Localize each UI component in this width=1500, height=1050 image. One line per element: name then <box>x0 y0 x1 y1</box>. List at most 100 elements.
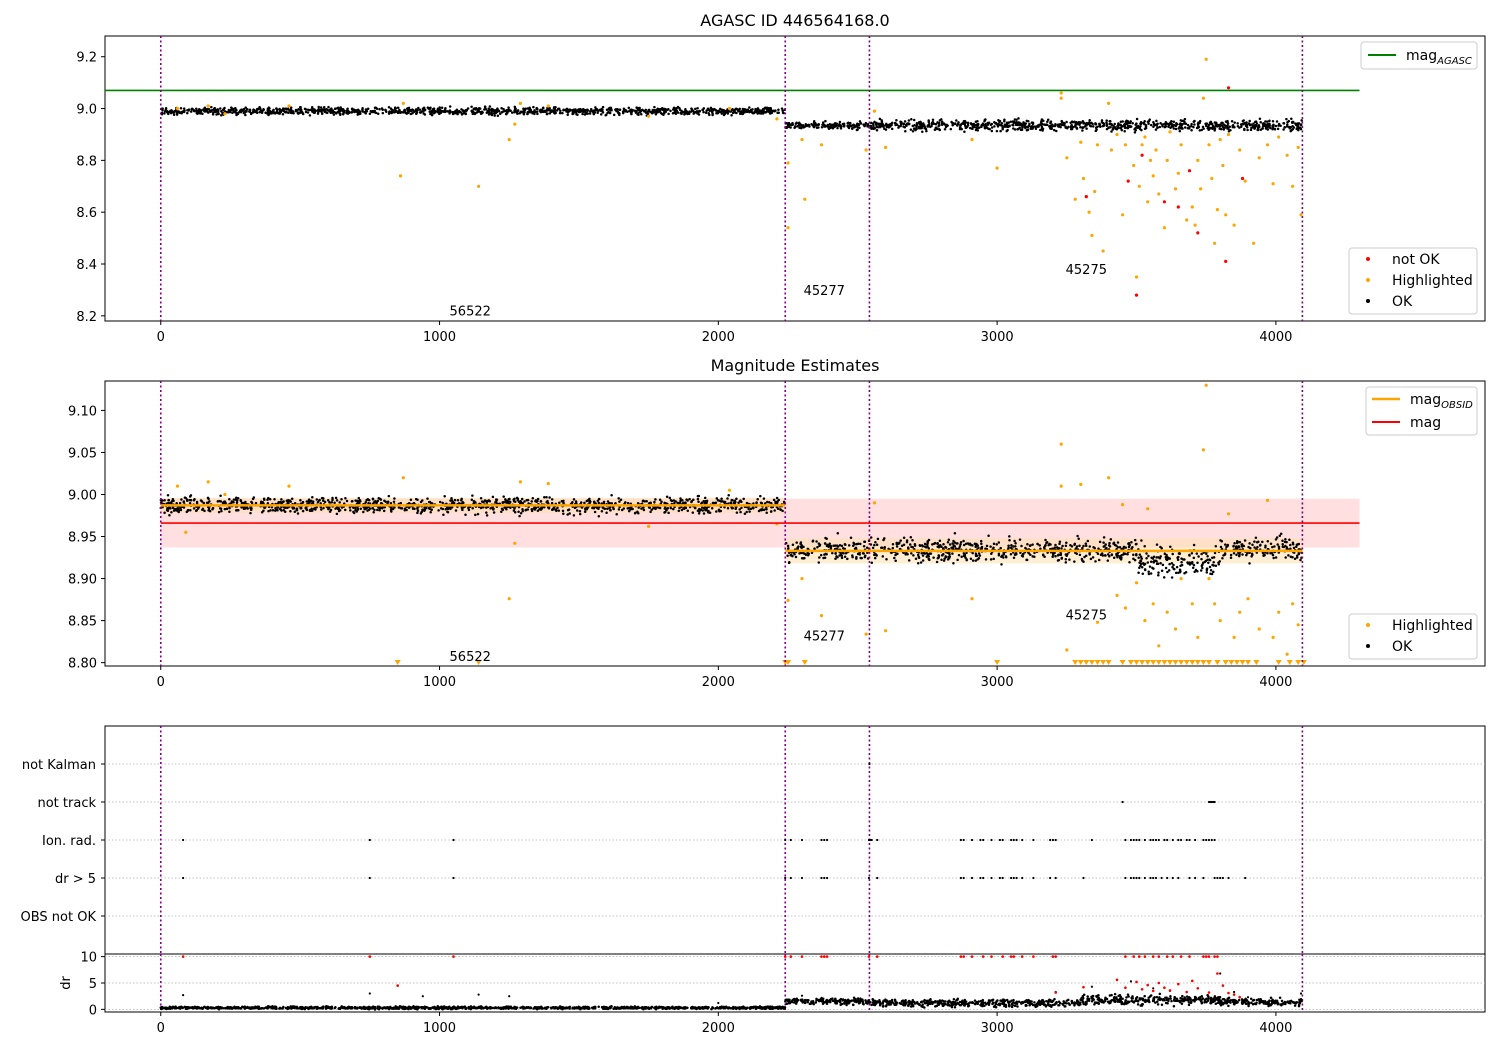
p1-ok-point-1214 <box>737 109 741 113</box>
p2-ok-point-1477 <box>1089 557 1093 561</box>
p2-ok-point-1852 <box>1110 553 1114 556</box>
p2-ok-point-1856 <box>1055 546 1059 549</box>
p1-ok-point-2122 <box>989 123 993 127</box>
p2-ok-point-1643 <box>1135 554 1138 557</box>
p1-ok-point-2232 <box>1022 121 1025 124</box>
p2-ok-point-1194 <box>237 508 240 512</box>
p2-ok-point-1220 <box>207 509 210 512</box>
p2-ok-point-1826 <box>1015 552 1018 556</box>
p1-ok-point-1306 <box>838 120 842 124</box>
p2-ok-point-1749 <box>1134 542 1138 546</box>
p1-ok-point-1144 <box>436 110 440 114</box>
p3-flag-point-87 <box>1124 876 1127 880</box>
p1-highlighted-point-44 <box>1140 143 1144 147</box>
p2-ok-point-1743 <box>1124 552 1127 556</box>
p2-ok-point-1637 <box>1008 538 1011 542</box>
p1-ok-point-866 <box>536 112 539 116</box>
p2-ok-point-1213 <box>371 507 374 510</box>
p2-ok-point-1059 <box>286 506 289 509</box>
p2-ok-point-30 <box>163 499 166 502</box>
p1-ok-point-1520 <box>872 123 875 127</box>
p2-ok-point-619 <box>583 501 586 505</box>
p1-ok-point-1059 <box>565 107 569 111</box>
p1-ok-point-2245 <box>1296 126 1299 130</box>
p1-ok-point-1663 <box>1259 121 1262 124</box>
p1-ok-point-287 <box>496 114 500 117</box>
p1-ok-point-1897 <box>1073 125 1076 128</box>
p2-ok-point-1017 <box>301 501 304 505</box>
p1-ok-point-1333 <box>855 128 859 132</box>
legend-mag-obsid-main: mag <box>1410 392 1441 408</box>
p2-ok-point-122 <box>745 501 749 505</box>
p2-ok-point-1793 <box>1051 553 1055 557</box>
p1-ok-point-1638 <box>1133 131 1137 134</box>
p2-ok-point-106 <box>239 498 242 502</box>
p1-ok-point-1650 <box>968 126 972 130</box>
p2-ok-point-1207 <box>665 508 668 512</box>
p2-highlighted-point-50 <box>1271 635 1275 640</box>
p1-ok-point-1227 <box>685 110 689 114</box>
p2-highlighted-point-41 <box>1207 577 1211 581</box>
p2-ok-point-2180 <box>1248 542 1251 545</box>
p1-ok-point-2246 <box>1283 126 1286 129</box>
p2-ok-point-1129 <box>524 508 527 512</box>
p1-obsid-annotation-2: 45275 <box>1066 263 1107 278</box>
p1-ok-point-1161 <box>733 108 737 111</box>
p1-ok-point-1194 <box>177 110 181 114</box>
p1-ok-point-771 <box>660 112 664 116</box>
p1-ok-point-490 <box>676 111 680 114</box>
p2-ok-point-1512 <box>1022 552 1025 556</box>
p1-ok-point-1095 <box>763 111 767 114</box>
p1-ok-point-1323 <box>851 126 854 130</box>
p2-ok-point-1676 <box>859 556 862 560</box>
p2-ok-point-1419 <box>797 545 800 548</box>
p1-ok-point-1370 <box>817 126 820 129</box>
p2-ok-point-1888 <box>841 547 845 550</box>
p2-ok-point-865 <box>585 508 589 511</box>
p2-ok-point-1658 <box>825 553 828 556</box>
p1-ok-point-605 <box>526 107 529 110</box>
p2-ok-point-299 <box>189 509 192 512</box>
p1-ok-point-680 <box>426 106 430 109</box>
p1-ok-point-740 <box>330 107 333 110</box>
p1-ok-point-218 <box>172 113 176 117</box>
p2-ok-point-2207 <box>1261 540 1264 544</box>
p1-highlighted-point-74 <box>1243 179 1247 183</box>
p1-ok-point-1878 <box>1049 120 1052 124</box>
p2-highlighted-point-45 <box>1232 635 1236 640</box>
p2-ok-point-1294 <box>957 553 961 557</box>
p2-ok-point-118 <box>338 501 341 504</box>
p2-ok-point-1173 <box>733 499 737 503</box>
p1-ok-point-1106 <box>182 110 186 114</box>
p2-ok-point-1454 <box>1064 561 1068 564</box>
p2-ok-point-410 <box>376 508 379 512</box>
p1-ok-point-1801 <box>1170 119 1173 123</box>
p1-ok-point-2220 <box>1049 127 1053 131</box>
p2-ok-point-1327 <box>818 556 821 559</box>
p1-ok-point-1159 <box>361 108 364 111</box>
p2-highlighted-point-20 <box>1059 442 1063 446</box>
p2-ok-point-1665 <box>817 561 821 564</box>
p1-ok-point-1419 <box>870 127 873 131</box>
p1-ok-point-1191 <box>440 106 444 109</box>
p1-ok-point-862 <box>781 109 784 112</box>
p2-ok-point-1959 <box>1143 545 1146 548</box>
p1-ok-point-2102 <box>1120 128 1124 132</box>
p1-ok-point-2187 <box>878 124 881 127</box>
p3-flag-point-15 <box>826 838 829 842</box>
p2-ok-point-1973 <box>1155 543 1159 546</box>
p3-flag-point-77 <box>998 876 1002 880</box>
p2-highlighted-point-15 <box>819 614 824 618</box>
p1-ok-point-40 <box>219 113 223 117</box>
p2-ok-point-955 <box>345 499 349 503</box>
p1-ok-point-1171 <box>195 107 198 111</box>
p1-ok-point-1091 <box>321 108 324 111</box>
p1-ok-point-1999 <box>1183 122 1186 125</box>
p2-ok-point-1022 <box>727 493 730 497</box>
p2-ok-point-1841 <box>811 539 815 542</box>
p2-ok-point-1607 <box>1045 541 1048 545</box>
p2-ok-point-2006 <box>1170 576 1174 579</box>
p1-ok-point-1950 <box>963 130 966 133</box>
p2-ok-point-2161 <box>1274 556 1278 559</box>
p2-ok-point-547 <box>485 514 489 517</box>
